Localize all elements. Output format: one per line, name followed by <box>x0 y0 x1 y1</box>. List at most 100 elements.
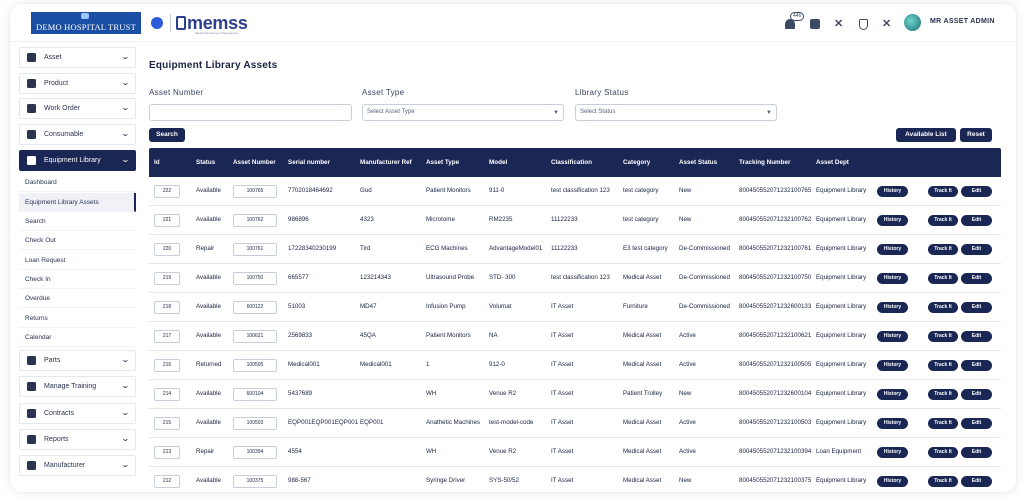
sidebar-item-contracts[interactable]: Contracts ⌄ <box>19 403 136 424</box>
edit-button[interactable]: Edit <box>961 215 992 226</box>
track-it-button[interactable]: Track It <box>928 186 958 197</box>
submenu-search[interactable]: Search <box>19 212 136 231</box>
track-it-button[interactable]: Track It <box>928 302 958 313</box>
edit-button[interactable]: Edit <box>961 186 992 197</box>
available-list-button[interactable]: Available List <box>896 128 956 142</box>
history-button[interactable]: History <box>877 186 908 197</box>
theme-dot-icon[interactable] <box>151 17 163 29</box>
id-field[interactable]: 216 <box>154 359 180 372</box>
track-it-button[interactable]: Track It <box>928 244 958 255</box>
edit-button[interactable]: Edit <box>961 476 992 487</box>
sidebar-item-equipment-library[interactable]: Equipment Library ⌄ <box>19 150 136 171</box>
track-it-button[interactable]: Track It <box>928 476 958 487</box>
id-field[interactable]: 220 <box>154 243 180 256</box>
submenu-loan-request[interactable]: Loan Request <box>19 251 136 270</box>
edit-button[interactable]: Edit <box>961 360 992 371</box>
sidebar-item-consumable[interactable]: Consumable ⌄ <box>19 124 136 145</box>
edit-button[interactable]: Edit <box>961 389 992 400</box>
asset-number-field[interactable]: 100762 <box>233 214 277 227</box>
reset-button[interactable]: Reset <box>960 128 992 142</box>
id-field[interactable]: 222 <box>154 185 180 198</box>
track-it-button[interactable]: Track It <box>928 215 958 226</box>
id-field[interactable]: 214 <box>154 388 180 401</box>
id-field[interactable]: 212 <box>154 475 180 488</box>
asset-type-select[interactable]: Select Asset Type ▼ <box>362 104 564 121</box>
history-button[interactable]: History <box>877 389 908 400</box>
column-header-asset-type[interactable]: Asset Type <box>426 158 460 166</box>
history-button[interactable]: History <box>877 360 908 371</box>
column-header-serial-number[interactable]: Serial number <box>288 158 330 166</box>
column-header-status[interactable]: Status <box>196 158 216 166</box>
track-it-button[interactable]: Track It <box>928 331 958 342</box>
edit-button[interactable]: Edit <box>961 447 992 458</box>
column-header-id[interactable]: Id <box>154 158 160 166</box>
submenu-dashboard[interactable]: Dashboard <box>19 173 136 192</box>
column-header-tracking-number[interactable]: Tracking Number <box>739 158 791 166</box>
sidebar-item-parts[interactable]: Parts ⌄ <box>19 350 136 371</box>
asset-number-input[interactable] <box>149 104 352 121</box>
tools-icon[interactable]: ✕ <box>834 17 844 30</box>
column-header-manufacturer-ref[interactable]: Manufacturer Ref <box>360 158 412 166</box>
asset-number-field[interactable]: 100394 <box>233 446 277 459</box>
track-it-button[interactable]: Track It <box>928 273 958 284</box>
history-button[interactable]: History <box>877 447 908 458</box>
history-button[interactable]: History <box>877 418 908 429</box>
submenu-check-in[interactable]: Check In <box>19 270 136 289</box>
edit-button[interactable]: Edit <box>961 418 992 429</box>
sidebar-item-asset[interactable]: Asset ⌄ <box>19 47 136 68</box>
track-it-button[interactable]: Track It <box>928 447 958 458</box>
asset-number-field[interactable]: 100765 <box>233 185 277 198</box>
id-field[interactable]: 217 <box>154 330 180 343</box>
user-name[interactable]: MR ASSET ADMIN <box>930 18 995 25</box>
column-header-asset-number[interactable]: Asset Number <box>233 158 276 166</box>
asset-number-field[interactable]: 100621 <box>233 330 277 343</box>
settings-icon[interactable]: ✕ <box>882 17 892 30</box>
edit-button[interactable]: Edit <box>961 244 992 255</box>
edit-button[interactable]: Edit <box>961 331 992 342</box>
column-header-asset-status[interactable]: Asset Status <box>679 158 718 166</box>
shield-icon[interactable] <box>859 18 868 30</box>
history-button[interactable]: History <box>877 302 908 313</box>
id-field[interactable]: 215 <box>154 417 180 430</box>
submenu-returns[interactable]: Returns <box>19 309 136 328</box>
edit-button[interactable]: Edit <box>961 273 992 284</box>
submenu-calendar[interactable]: Calendar <box>19 328 136 347</box>
asset-number-field[interactable]: 100375 <box>233 475 277 488</box>
submenu-equipment-library-assets[interactable]: Equipment Library Assets <box>19 193 136 212</box>
sidebar-item-manufacturer[interactable]: Manufacturer ⌄ <box>19 455 136 476</box>
submenu-check-out[interactable]: Check Out <box>19 231 136 250</box>
column-header-category[interactable]: Category <box>623 158 651 166</box>
column-header-classification[interactable]: Classification <box>551 158 592 166</box>
hospital-brand[interactable]: DEMO HOSPITAL TRUST <box>31 12 141 34</box>
history-button[interactable]: History <box>877 331 908 342</box>
asset-number-field[interactable]: 100761 <box>233 243 277 256</box>
memss-logo[interactable]: memss <box>170 13 248 33</box>
messages-icon[interactable] <box>810 19 820 29</box>
id-field[interactable]: 221 <box>154 214 180 227</box>
search-button[interactable]: Search <box>149 128 185 142</box>
asset-number-field[interactable]: 600122 <box>233 301 277 314</box>
track-it-button[interactable]: Track It <box>928 418 958 429</box>
asset-number-field[interactable]: 100750 <box>233 272 277 285</box>
notifications-button[interactable]: 446 <box>785 11 805 30</box>
history-button[interactable]: History <box>877 476 908 487</box>
column-header-asset-dept[interactable]: Asset Dept <box>816 158 849 166</box>
asset-number-field[interactable]: 600104 <box>233 388 277 401</box>
sidebar-item-product[interactable]: Product ⌄ <box>19 73 136 94</box>
history-button[interactable]: History <box>877 273 908 284</box>
history-button[interactable]: History <box>877 215 908 226</box>
id-field[interactable]: 219 <box>154 272 180 285</box>
asset-number-field[interactable]: 100503 <box>233 417 277 430</box>
column-header-model[interactable]: Model <box>489 158 508 166</box>
track-it-button[interactable]: Track It <box>928 389 958 400</box>
id-field[interactable]: 218 <box>154 301 180 314</box>
sidebar-item-reports[interactable]: Reports ⌄ <box>19 429 136 450</box>
sidebar-item-manage-training[interactable]: Manage Training ⌄ <box>19 376 136 397</box>
library-status-select[interactable]: Select Status ▼ <box>575 104 777 121</box>
track-it-button[interactable]: Track It <box>928 360 958 371</box>
edit-button[interactable]: Edit <box>961 302 992 313</box>
sidebar-item-work-order[interactable]: Work Order ⌄ <box>19 98 136 119</box>
history-button[interactable]: History <box>877 244 908 255</box>
asset-number-field[interactable]: 100505 <box>233 359 277 372</box>
submenu-overdue[interactable]: Overdue <box>19 289 136 308</box>
